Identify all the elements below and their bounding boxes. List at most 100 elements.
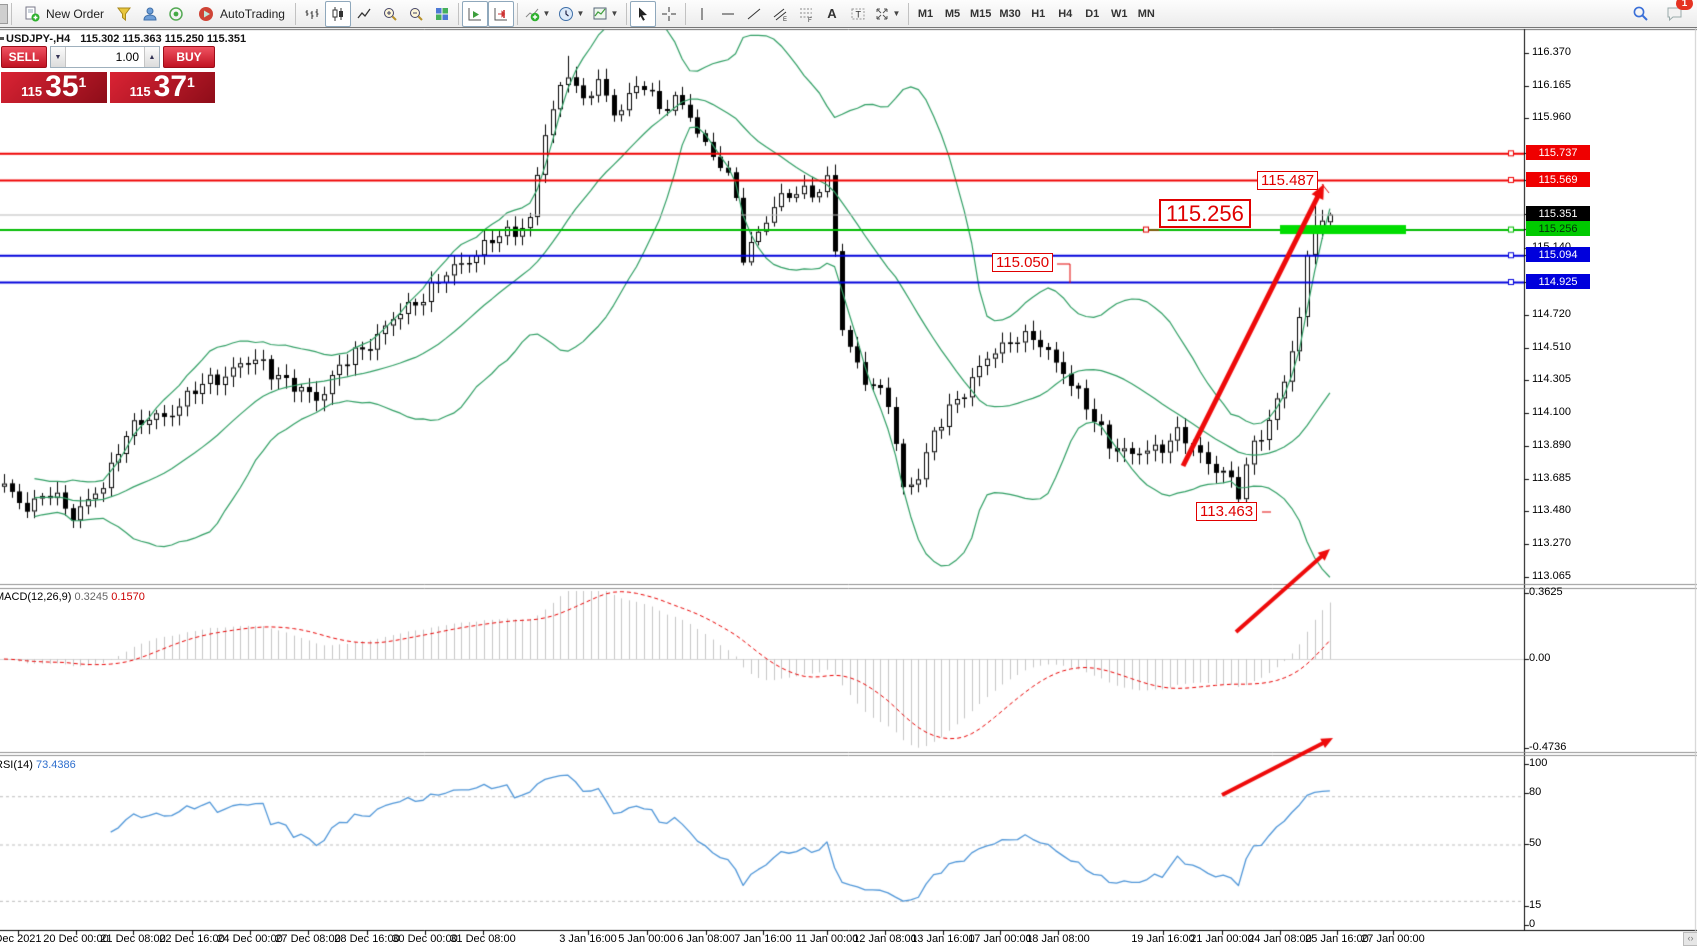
line-chart-icon[interactable] [351, 1, 377, 27]
auto-scroll-icon[interactable] [461, 0, 488, 27]
tile-windows-icon[interactable] [429, 1, 455, 27]
text-icon[interactable]: A [827, 6, 837, 21]
volume-up-button[interactable]: ▲ [144, 47, 159, 67]
text-label-icon[interactable]: T [845, 1, 871, 27]
macd-main-value: 0.3245 [74, 591, 109, 603]
time-axis-label: 13 Jan 16:00 [911, 933, 975, 945]
timeframe-button-w1[interactable]: W1 [1106, 3, 1133, 25]
time-axis-label: 31 Dec 08:00 [450, 933, 516, 945]
timeframe-button-h4[interactable]: H4 [1052, 3, 1079, 25]
volume-input[interactable]: 1.00 [115, 50, 139, 64]
time-axis-label: 22 Dec 16:00 [159, 933, 225, 945]
clipped-toolbar-icon [0, 3, 8, 24]
price-level-badge: 115.256 [1526, 221, 1590, 236]
time-axis-label: 27 Dec 08:00 [275, 933, 341, 945]
time-axis-label: 5 Jan 00:00 [618, 933, 676, 945]
price-level-badge: 115.569 [1526, 172, 1590, 187]
price-axis-tick: 113.065 [1532, 570, 1571, 582]
bar-chart-icon[interactable] [299, 1, 325, 27]
timeframe-button-m30[interactable]: M30 [995, 3, 1024, 25]
search-icon[interactable] [1627, 1, 1653, 27]
bid-price-box[interactable]: 115 35 1 [1, 72, 107, 103]
periods-icon[interactable]: ▼ [555, 1, 589, 27]
fibonacci-icon[interactable]: F [793, 1, 819, 27]
toolbar-separator [516, 2, 518, 25]
autotrading-label: AutoTrading [220, 6, 285, 21]
svg-text:E: E [783, 17, 787, 22]
price-level-badge: 114.925 [1526, 274, 1590, 289]
timeframe-button-m15[interactable]: M15 [966, 3, 995, 25]
cursor-icon[interactable] [629, 0, 656, 27]
price-axis-tick: 116.370 [1532, 46, 1571, 58]
templates-icon[interactable]: ▼ [589, 1, 623, 27]
new-order-button[interactable]: New Order [15, 2, 111, 26]
rsi-value: 73.4386 [35, 759, 76, 771]
trendline-icon[interactable] [741, 1, 767, 27]
new-order-label: New Order [46, 6, 105, 21]
price-level-badge: 115.737 [1526, 145, 1590, 160]
rsi-axis-tick: 0 [1529, 918, 1536, 930]
price-callout-label[interactable]: 115.050 [992, 253, 1054, 273]
equidistant-channel-icon[interactable]: E [767, 1, 793, 27]
autotrading-button[interactable]: AutoTrading [189, 2, 292, 26]
price-axis-tick: 116.165 [1532, 79, 1571, 91]
macd-axis-tick: 0.3625 [1529, 586, 1563, 598]
price-level-badge: 115.351 [1526, 206, 1590, 221]
time-axis-label: 11 Jan 00:00 [795, 933, 859, 945]
candlestick-chart-icon[interactable] [324, 0, 351, 27]
toolbar-separator [457, 2, 459, 25]
time-axis-label: 17 Jan 00:00 [968, 933, 1032, 945]
chart-shift-icon[interactable] [487, 0, 514, 27]
notifications-icon[interactable]: 1 [1661, 0, 1693, 27]
scroll-corner-widget[interactable]: ‹› [1683, 932, 1697, 946]
ohlc-values: 115.302 115.363 115.250 115.351 [80, 33, 247, 45]
time-axis-label: 24 Dec 00:00 [217, 933, 283, 945]
ask-pipette: 1 [187, 74, 195, 90]
ask-price-box[interactable]: 115 37 1 [109, 72, 215, 103]
volume-down-button[interactable]: ▼ [51, 47, 66, 67]
svg-text:T: T [855, 9, 861, 19]
horizontal-line-icon[interactable] [715, 1, 741, 27]
timeframe-group: M1 M5 M15 M30 H1 H4 D1 W1 MN [912, 3, 1160, 25]
time-axis-label: 25 Jan 16:00 [1305, 933, 1369, 945]
time-axis-label: 19 Jan 16:00 [1131, 933, 1195, 945]
zoom-in-icon[interactable] [377, 1, 403, 27]
vertical-line-icon[interactable] [689, 1, 715, 27]
arrow-objects-icon[interactable]: ▼ [871, 1, 905, 27]
data-window-icon[interactable] [137, 1, 163, 27]
funnel-icon[interactable] [111, 1, 137, 27]
rsi-label: RSI(14) 73.4386 [0, 759, 76, 771]
timeframe-button-mn[interactable]: MN [1133, 3, 1160, 25]
time-axis-label: 24 Jan 08:00 [1248, 933, 1312, 945]
macd-signal-value: 0.1570 [111, 591, 145, 603]
zoom-out-icon[interactable] [403, 1, 429, 27]
timeframe-button-m5[interactable]: M5 [939, 3, 966, 25]
rsi-axis-tick: 15 [1529, 899, 1542, 911]
bid-prefix: 115 [21, 84, 43, 99]
signals-icon[interactable] [163, 1, 189, 27]
price-callout-label[interactable]: 115.256 [1159, 199, 1251, 229]
volume-stepper: ▼ 1.00 ▲ [50, 46, 160, 68]
time-axis-label: 3 Jan 16:00 [559, 933, 617, 945]
toolbar-separator [625, 2, 627, 25]
macd-label: MACD(12,26,9) 0.3245 0.1570 [0, 591, 145, 603]
price-callout-label[interactable]: 115.487 [1257, 171, 1319, 191]
price-callout-label[interactable]: 113.463 [1196, 502, 1258, 522]
price-axis-tick: 114.100 [1532, 406, 1571, 418]
time-axis-label: 12 Jan 08:00 [853, 933, 917, 945]
indicators-icon[interactable]: ▼ [521, 1, 555, 27]
timeframe-button-d1[interactable]: D1 [1079, 3, 1106, 25]
timeframe-button-m1[interactable]: M1 [912, 3, 939, 25]
rsi-axis-tick: 100 [1529, 757, 1548, 769]
price-axis-tick: 113.270 [1532, 537, 1571, 549]
timeframe-button-h1[interactable]: H1 [1025, 3, 1052, 25]
crosshair-icon[interactable] [656, 1, 682, 27]
main-toolbar: New Order AutoTrading [0, 0, 1697, 28]
toolbar-right: 1 [1627, 0, 1695, 27]
sell-button[interactable]: SELL [1, 46, 47, 68]
one-click-trading-panel: SELL ▼ 1.00 ▲ BUY 115 35 1 115 37 1 [1, 46, 215, 103]
buy-button[interactable]: BUY [163, 46, 215, 68]
macd-axis-tick: 0.00 [1529, 652, 1551, 664]
